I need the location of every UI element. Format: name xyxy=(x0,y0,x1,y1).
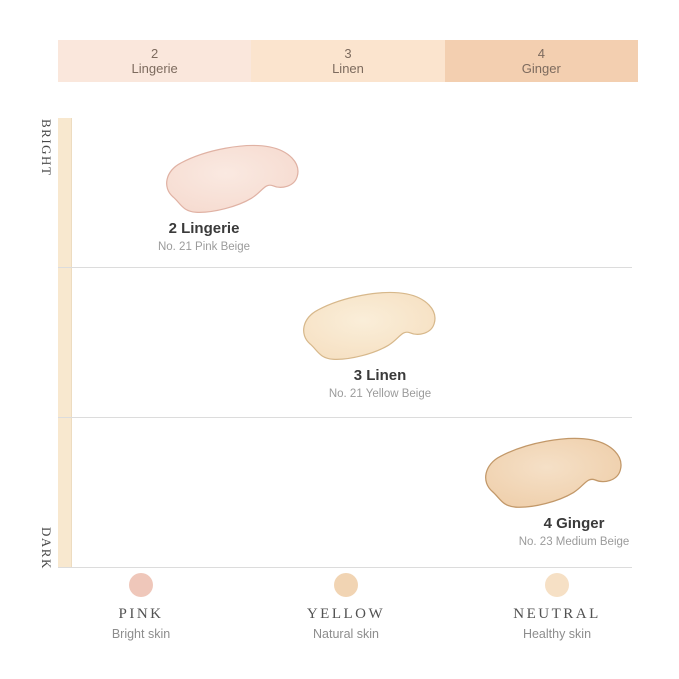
shade-row-medium: 3 Linen No. 21 Yellow Beige xyxy=(58,267,632,418)
shade-name: Ginger xyxy=(521,60,561,76)
shade-segment-lingerie: 2 Lingerie xyxy=(58,40,252,82)
tone-dot-neutral xyxy=(545,573,569,597)
tone-label: NEUTRAL xyxy=(513,606,601,622)
shade-number: 3 xyxy=(344,45,352,61)
swatch-name: 3 Linen xyxy=(353,367,407,384)
tone-description: Bright skin xyxy=(111,627,171,641)
brightness-gradient-bar xyxy=(58,118,72,568)
shade-range-bar: 2 Lingerie 3 Linen 4 Ginger xyxy=(58,40,638,82)
axis-label-bright: BRIGHT xyxy=(39,119,54,177)
shade-name: Lingerie xyxy=(131,60,178,76)
swatch-caption-lingerie: 2 Lingerie No. 21 Pink Beige xyxy=(158,220,250,254)
tone-description: Natural skin xyxy=(313,627,379,641)
shade-name: Linen xyxy=(332,60,364,76)
smear-swatch-lingerie xyxy=(166,144,299,213)
shade-segment-ginger: 4 Ginger xyxy=(444,40,638,82)
swatch-caption-ginger: 4 Ginger No. 23 Medium Beige xyxy=(519,515,630,549)
shade-row-bright: 2 Lingerie No. 21 Pink Beige xyxy=(58,118,632,268)
shade-number: 4 xyxy=(537,45,545,61)
swatch-shade: No. 23 Medium Beige xyxy=(518,536,630,548)
smear-swatch-linen xyxy=(303,291,436,360)
tone-description: Healthy skin xyxy=(522,627,592,641)
tone-dot-yellow xyxy=(334,573,358,597)
swatch-caption-linen: 3 Linen No. 21 Yellow Beige xyxy=(329,367,431,401)
shade-number: 2 xyxy=(151,45,159,61)
tone-label: YELLOW xyxy=(306,606,386,622)
shade-row-dark: 4 Ginger No. 23 Medium Beige xyxy=(58,417,632,568)
swatch-name: 4 Ginger xyxy=(543,515,605,532)
axis-label-dark: DARK xyxy=(39,527,54,570)
legend-item-pink: PINK Bright skin xyxy=(71,573,211,641)
swatch-shade: No. 21 Yellow Beige xyxy=(328,388,432,400)
tone-label: PINK xyxy=(118,606,164,622)
swatch-shade: No. 21 Pink Beige xyxy=(157,241,251,253)
legend-item-neutral: NEUTRAL Healthy skin xyxy=(487,573,627,641)
shade-segment-linen: 3 Linen xyxy=(251,40,445,82)
smear-swatch-ginger xyxy=(485,437,622,508)
swatch-name: 2 Lingerie xyxy=(168,220,240,237)
tone-dot-pink xyxy=(129,573,153,597)
legend-item-yellow: YELLOW Natural skin xyxy=(276,573,416,641)
